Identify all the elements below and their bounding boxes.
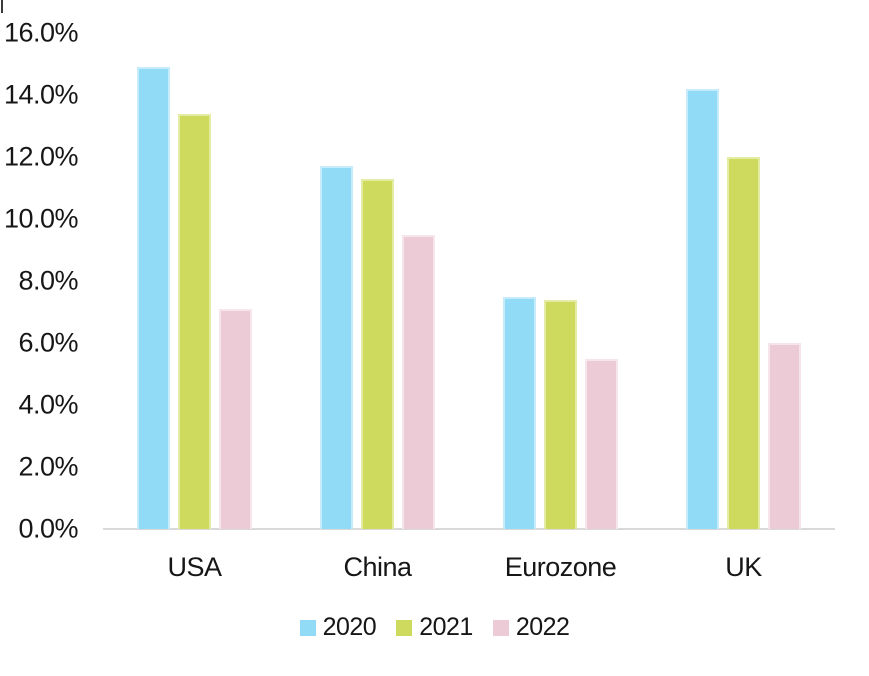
legend-item-2021: 2021 (396, 613, 473, 642)
bar-china-2020 (320, 166, 353, 529)
bar-eurozone-2021 (544, 299, 577, 529)
y-axis-tick-label: 14.0% (3, 79, 79, 110)
category-label-uk: UK (725, 552, 762, 582)
bar-usa-2021 (178, 113, 211, 529)
legend-label: 2022 (515, 613, 570, 641)
y-axis-tick-label: 6.0% (18, 327, 78, 358)
legend-swatch-icon (299, 619, 316, 636)
bar-uk-2022 (768, 343, 801, 529)
legend-swatch-icon (492, 619, 509, 636)
bar-usa-2020 (137, 67, 170, 529)
x-axis-line (103, 528, 835, 530)
y-axis-tick-label: 4.0% (18, 389, 78, 420)
legend-swatch-icon (396, 619, 413, 636)
y-axis-tick-label: 10.0% (3, 203, 79, 234)
legend-label: 2021 (419, 613, 473, 641)
legend-item-2020: 2020 (299, 613, 377, 642)
category-label-eurozone: Eurozone (504, 552, 617, 582)
y-axis-tick-label: 0.0% (18, 513, 78, 544)
bar-usa-2022 (219, 308, 252, 529)
legend-label: 2020 (322, 613, 377, 641)
category-label-china: China (343, 552, 412, 582)
y-axis-tick-label: 16.0% (3, 17, 79, 48)
y-axis-tick-label: 2.0% (18, 451, 78, 482)
legend-item-2022: 2022 (492, 613, 570, 642)
y-axis-tick-label: 8.0% (18, 265, 78, 296)
bar-eurozone-2022 (585, 358, 618, 529)
bar-uk-2021 (727, 157, 760, 529)
bar-uk-2020 (686, 88, 719, 529)
category-label-usa: USA (167, 552, 222, 582)
bar-eurozone-2020 (503, 296, 536, 529)
bar-china-2022 (402, 234, 435, 529)
screenshot-edge-artifact (1, 0, 3, 13)
bar-china-2021 (361, 178, 394, 529)
y-axis-tick-label: 12.0% (3, 141, 79, 172)
legend: 2020 2021 2022 (0, 613, 869, 642)
